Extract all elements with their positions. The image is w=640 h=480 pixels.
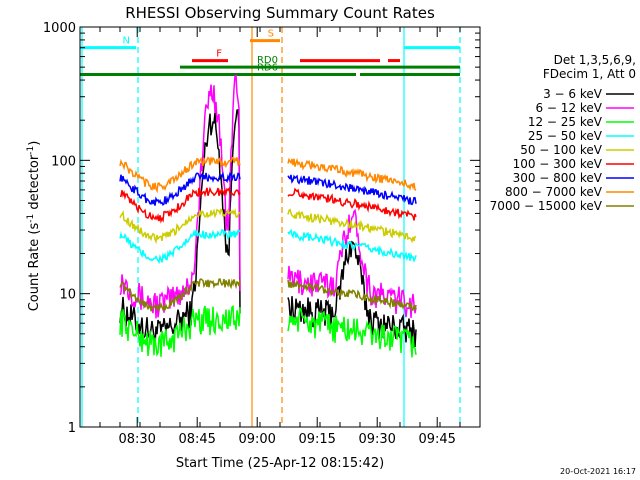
legend-label-2: 12 − 25 keV [528,115,603,129]
series-layer [119,74,417,358]
series-line-7-0 [119,156,241,194]
axes-layer: 1 10 100 1000 08:30 08:45 09:00 09:15 09:30 09:45 [43,21,481,447]
flag-label-3: S [268,29,274,40]
y-axis-label: Count Rate (s-1 detector-1) [26,141,42,312]
y-tick-label-0: 1 [68,421,76,436]
series-line-5-0 [119,186,241,224]
footer-date: 20-Oct-2021 16:17 [560,467,636,476]
series-line-8-1 [287,279,417,312]
series-line-3-1 [287,228,417,263]
legend-header-line-1: Det 1,3,5,6,9, [554,53,636,67]
legend-label-4: 50 − 100 keV [520,143,603,157]
legend-label-6: 300 − 800 keV [513,171,603,185]
x-axis-label: Start Time (25-Apr-12 08:15:42) [176,456,384,471]
series-line-2-1 [287,307,417,358]
y-tick-label-2: 100 [51,154,76,169]
legend-label-0: 3 − 6 keV [543,87,603,101]
series-line-8-0 [119,278,241,312]
flag-label-2: F [216,49,222,60]
legend-header-line-2: FDecim 1, Att 0 [543,67,636,81]
series-line-1-1 [287,208,417,318]
series-line-0-1 [287,240,417,348]
chart-title: RHESSI Observing Summary Count Rates [125,4,435,22]
series-line-6-1 [287,174,417,206]
series-line-1-0 [119,74,241,319]
series-line-2-0 [119,304,241,357]
x-tick-label-2: 09:00 [238,432,275,447]
series-line-3-0 [119,228,241,265]
series-line-4-1 [287,208,417,244]
y-tick-label-3: 1000 [43,21,76,36]
x-tick-label-5: 09:45 [418,432,455,447]
legend-label-1: 6 − 12 keV [535,101,602,115]
legend-label-5: 100 − 300 keV [513,157,603,171]
legend-label-3: 25 − 50 keV [528,129,603,143]
legend-label-7: 800 − 7000 keV [505,185,603,199]
series-line-4-0 [119,208,241,245]
x-tick-label-0: 08:30 [118,432,155,447]
series-line-7-1 [287,157,417,191]
flag-label-0: N [123,36,130,47]
x-tick-label-4: 09:30 [358,432,395,447]
legend: Det 1,3,5,6,9, FDecim 1, Att 0 3 − 6 keV… [490,53,636,213]
y-tick-label-1: 10 [59,288,76,303]
x-tick-label-1: 08:45 [178,432,215,447]
series-line-6-0 [119,171,241,207]
series-line-5-1 [287,187,417,221]
x-tick-label-3: 09:15 [298,432,335,447]
flag-label-4: RD0 [257,55,278,66]
legend-label-8: 7000 − 15000 keV [490,199,603,213]
flag-label-5: RD6 [257,63,278,74]
